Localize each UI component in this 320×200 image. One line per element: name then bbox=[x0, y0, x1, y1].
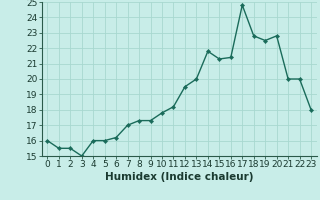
X-axis label: Humidex (Indice chaleur): Humidex (Indice chaleur) bbox=[105, 172, 253, 182]
